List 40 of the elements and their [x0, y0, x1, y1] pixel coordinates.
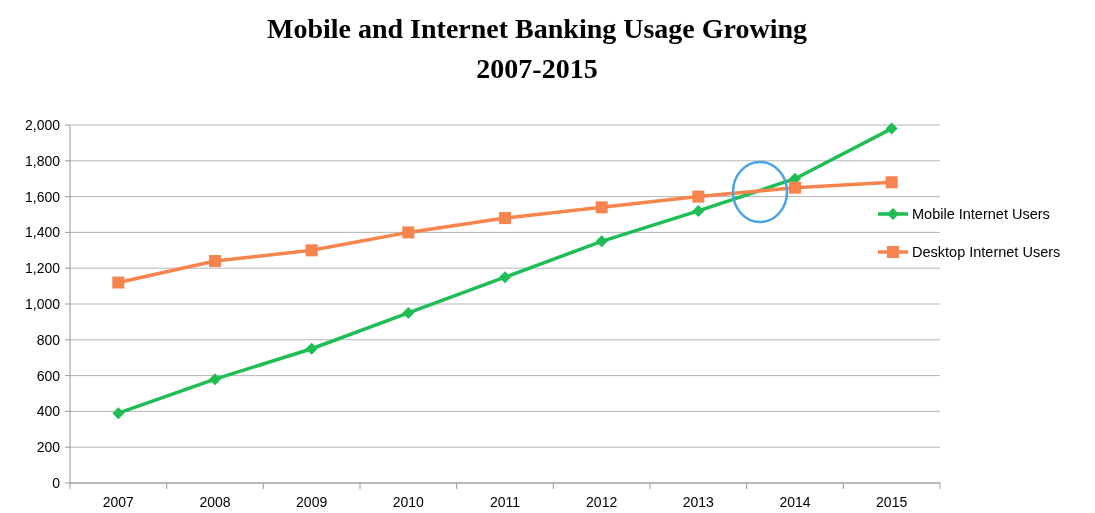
- point: [209, 255, 221, 268]
- point: [112, 407, 125, 420]
- point: [402, 226, 415, 239]
- x-tick-label: 2015: [876, 494, 908, 510]
- point: [885, 176, 898, 189]
- x-tick-label: 2009: [296, 494, 328, 510]
- y-tick-label: 0: [52, 474, 61, 491]
- y-tick-label: 1,200: [24, 260, 61, 277]
- point: [499, 212, 511, 225]
- y-tick-label: 1,000: [24, 295, 61, 312]
- y-tick-label: 400: [36, 403, 61, 420]
- point: [305, 342, 318, 355]
- point: [789, 181, 801, 194]
- point: [595, 235, 608, 248]
- y-tick-label: 1,400: [24, 224, 61, 241]
- point: [402, 306, 415, 319]
- x-tick-label: 2013: [682, 494, 715, 510]
- point: [885, 122, 898, 135]
- y-tick-label: 600: [36, 367, 61, 384]
- point: [595, 201, 608, 214]
- point: [692, 190, 705, 203]
- y-tick-label: 1,600: [24, 188, 61, 205]
- legend-label: Desktop Internet Users: [912, 244, 1061, 261]
- x-tick-label: 2011: [489, 494, 521, 510]
- point: [692, 204, 705, 217]
- x-tick-label: 2014: [779, 494, 811, 510]
- point: [112, 276, 125, 289]
- y-tick-label: 800: [36, 331, 61, 348]
- x-tick-label: 2012: [586, 494, 618, 510]
- point: [499, 271, 511, 284]
- point: [209, 373, 221, 386]
- x-tick-label: 2007: [102, 494, 135, 510]
- x-tick-label: 2008: [199, 494, 231, 510]
- legend-label: Mobile Internet Users: [912, 206, 1050, 223]
- chart-title: Mobile and Internet Banking Usage Growing 2007-2015: [266, 13, 808, 84]
- x-tick-label: 2010: [392, 494, 425, 510]
- y-tick-label: 200: [36, 439, 61, 456]
- point: [305, 244, 318, 257]
- y-tick-label: 1,800: [24, 152, 61, 169]
- y-tick-label: 2,000: [24, 116, 61, 133]
